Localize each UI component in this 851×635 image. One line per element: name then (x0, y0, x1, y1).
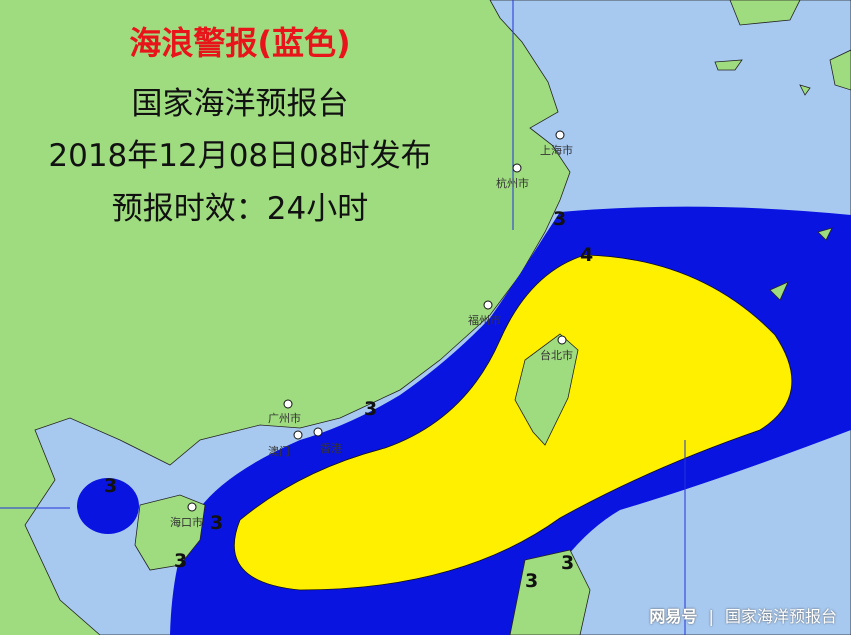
watermark: 网易号 | 国家海洋预报台 (649, 603, 837, 627)
wave-level-label: 3 (364, 398, 378, 420)
city-marker (293, 430, 303, 440)
wave-zone-level3-gulf (77, 478, 139, 534)
taiwan-island (514, 333, 579, 446)
city-label: 海口市 (170, 516, 203, 529)
city-marker (557, 335, 567, 345)
city-marker (283, 399, 293, 409)
city-marker (512, 163, 522, 173)
wave-level-label: 3 (553, 208, 567, 230)
watermark-separator: | (708, 607, 714, 626)
issuer: 国家海洋预报台 (131, 86, 349, 122)
wave-level-label: 3 (104, 475, 118, 497)
japan-islands (714, 0, 851, 301)
city-label: 澳门 (268, 445, 290, 458)
wave-level-label: 3 (525, 570, 539, 592)
city-marker (313, 427, 323, 437)
wave-level-label: 3 (174, 550, 188, 572)
city-marker (483, 300, 493, 310)
city-label: 上海市 (540, 144, 573, 157)
hainan-island (134, 494, 206, 571)
wave-level-label: 4 (580, 244, 594, 266)
city-label: 广州市 (268, 412, 301, 425)
wave-level-label: 3 (210, 512, 224, 534)
city-marker (187, 502, 197, 512)
warning-title: 海浪警报(蓝色) (129, 24, 351, 62)
wave-zone-level4 (233, 254, 793, 591)
city-label: 福州市 (468, 314, 501, 327)
watermark-account: 国家海洋预报台 (724, 607, 837, 626)
city-label: 台北市 (540, 349, 573, 362)
city-marker (555, 130, 565, 140)
city-label: 杭州市 (496, 177, 529, 190)
validity: 预报时效：24小时 (111, 191, 369, 227)
issue-time: 2018年12月08日08时发布 (48, 138, 432, 174)
wave-level-label: 3 (561, 552, 575, 574)
luzon-island (509, 549, 591, 635)
watermark-brand: 网易号 (649, 607, 698, 626)
city-label: 香港 (320, 442, 342, 455)
